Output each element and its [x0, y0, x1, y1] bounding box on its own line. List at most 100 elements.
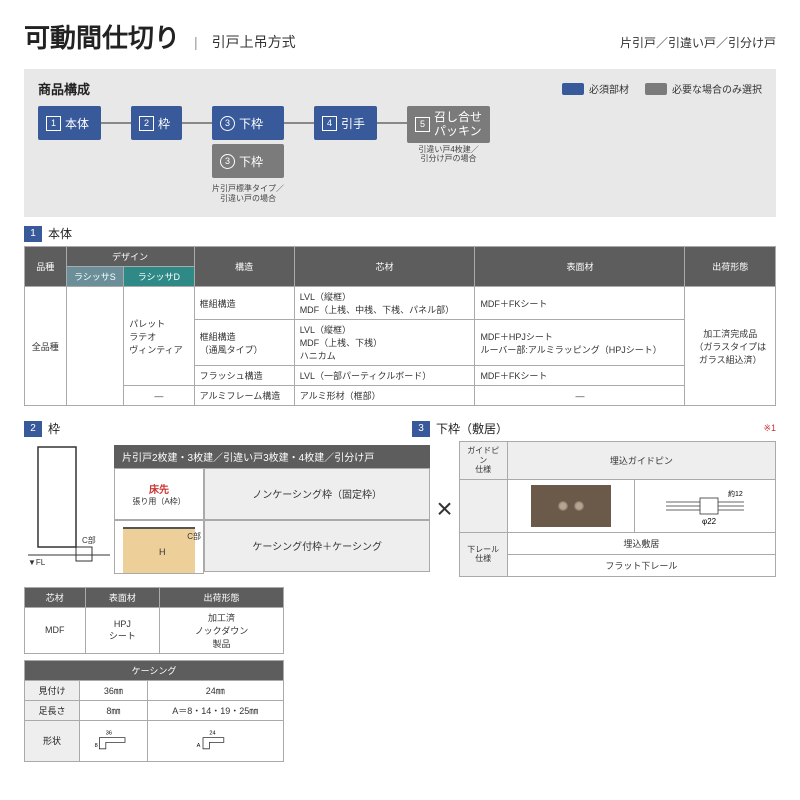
config-head: 片引戸2枚建・3枚建／引違い戸3枚建・4枚建／引分け戸: [114, 445, 430, 468]
guide-table: ガイドピン 仕様 埋込ガイドピン φ22 約12 下レール 仕様 埋込敷: [459, 441, 776, 577]
config-side-label: 床先 張り用（A枠）: [114, 468, 204, 520]
section-badge-1: 1: [24, 226, 42, 242]
guide-img-cell: [507, 479, 634, 532]
th-struct: 構造: [194, 247, 294, 287]
td-s2: 框組構造 （通風タイプ）: [194, 320, 294, 366]
config-block: 片引戸2枚建・3枚建／引違い戸3枚建・4枚建／引分け戸 床先 張り用（A枠） ノ…: [114, 445, 430, 574]
node-num: 4: [322, 116, 337, 131]
connector: [101, 122, 131, 124]
td-s1: 框組構造: [194, 287, 294, 320]
note-1: ※1: [763, 423, 776, 434]
td-s3: フラッシュ構造: [194, 366, 294, 386]
node-3b-caption: 片引戸標準タイプ／ 引違い戸の場合: [212, 184, 284, 203]
connector: [377, 122, 407, 124]
node-num: 3: [220, 116, 235, 131]
legend-required: 必須部材: [589, 81, 629, 96]
casing-r2a: 足長さ: [25, 700, 80, 720]
svg-text:A: A: [197, 743, 201, 749]
th-ship: 出荷形態: [685, 247, 776, 287]
node-label: 本体: [65, 115, 89, 132]
node-num: 5: [415, 117, 430, 132]
td-ld: パレット ラテオ ヴィンティア: [124, 287, 194, 386]
casing-r1c: 24㎜: [147, 680, 283, 700]
legend: 必須部材 必要な場合のみ選択: [562, 81, 762, 96]
guide-side-2: 下レール 仕様: [459, 532, 507, 576]
node-label: 枠: [158, 115, 170, 132]
swatch-optional: [645, 83, 667, 95]
casing-shape-1: 36 8: [80, 720, 147, 761]
mat-h3: 出荷形態: [160, 587, 284, 607]
composition-panel: 商品構成 必須部材 必要な場合のみ選択 1 本体 2 枠 3 下枠: [24, 69, 776, 217]
config-side-img: C部 H: [114, 520, 204, 574]
td-ls: [66, 287, 124, 406]
td-c4: アルミ形材（框部）: [294, 386, 475, 406]
page-subtitle: 引戸上吊方式: [212, 32, 296, 52]
th-surface: 表面材: [475, 247, 685, 287]
th-ls: ラシッサS: [66, 267, 124, 287]
svg-text:8: 8: [95, 743, 98, 749]
svg-text:約12: 約12: [728, 489, 743, 498]
section-badge-2: 2: [24, 421, 42, 437]
td-f3: MDF＋FKシート: [475, 366, 685, 386]
node-num: 3: [220, 154, 235, 169]
swatch-required: [562, 83, 584, 95]
th-core: 芯材: [294, 247, 475, 287]
guide-r2b: フラット下レール: [507, 554, 775, 576]
door-diagram: ▼FL C部: [24, 443, 114, 576]
node-5-caption: 引違い戸4枚建／ 引分け戸の場合: [407, 145, 490, 164]
td-f2: MDF＋HPJシート ルーバー部:アルミラッピング（HPJシート）: [475, 320, 685, 366]
body-table: 品種 デザイン 構造 芯材 表面材 出荷形態 ラシッサS ラシッサD 全品種 パ…: [24, 246, 776, 406]
material-table: 芯材 表面材 出荷形態 MDF HPJ シート 加工済 ノックダウン 製品: [24, 587, 284, 654]
node-3a: 3 下枠: [212, 106, 284, 140]
connector: [284, 122, 314, 124]
mat-c2: HPJ シート: [85, 607, 160, 653]
node-label: 引手: [341, 115, 365, 132]
node-num: 1: [46, 116, 61, 131]
flow: 1 本体 2 枠 3 下枠 3 下枠 片引戸標準タイプ／ 引違い戸の: [38, 106, 762, 203]
node-4: 4 引手: [314, 106, 377, 140]
casing-shape-label: 形状: [25, 720, 80, 761]
svg-text:▼FL: ▼FL: [28, 558, 46, 567]
guide-side-1b: [459, 479, 507, 532]
casing-shape-2: 24 A: [147, 720, 283, 761]
section-badge-3: 3: [412, 421, 430, 437]
node-num: 2: [139, 116, 154, 131]
mat-h1: 芯材: [25, 587, 86, 607]
casing-r1a: 見付け: [25, 680, 80, 700]
node-3b: 3 下枠: [212, 144, 284, 178]
td-f1: MDF＋FKシート: [475, 287, 685, 320]
svg-text:24: 24: [210, 730, 216, 736]
node-label: 下枠: [239, 153, 263, 170]
guide-side-1: ガイドピン 仕様: [459, 442, 507, 480]
section-title-3: 下枠（敷居）: [436, 420, 508, 437]
th-ld: ラシッサD: [124, 267, 194, 287]
casing-r2c: A＝8・14・19・25㎜: [147, 700, 283, 720]
config-main-1: ノンケーシング枠（固定枠）: [204, 468, 430, 520]
td-ld-dash: —: [124, 386, 194, 406]
section-title-2: 枠: [48, 420, 60, 437]
td-s4: アルミフレーム構造: [194, 386, 294, 406]
td-c3: LVL（一部パーティクルボード）: [294, 366, 475, 386]
node-label: 召し合せ パッキン: [434, 110, 482, 139]
node-5: 5 召し合せ パッキン: [407, 106, 490, 143]
node-2: 2 枠: [131, 106, 182, 140]
casing-table: ケーシング 見付け 36㎜ 24㎜ 足長さ 8㎜ A＝8・14・19・25㎜ 形…: [24, 660, 284, 762]
page-title: 可動間仕切り: [24, 18, 180, 55]
casing-r1b: 36㎜: [80, 680, 147, 700]
node-1: 1 本体: [38, 106, 101, 140]
td-c2: LVL（縦框） MDF（上桟、下桟） ハニカム: [294, 320, 475, 366]
config-main-2: ケーシング付枠＋ケーシング: [204, 520, 430, 572]
guide-r2a: 埋込敷居: [507, 532, 775, 554]
section-title-1: 本体: [48, 225, 72, 242]
td-c1: LVL（縦框） MDF（上桟、中桟、下桟、パネル部）: [294, 287, 475, 320]
mat-h2: 表面材: [85, 587, 160, 607]
guide-dim-cell: φ22 約12: [635, 479, 776, 532]
th-kind: 品種: [25, 247, 67, 287]
connector: [182, 122, 212, 124]
legend-optional: 必要な場合のみ選択: [672, 81, 762, 96]
casing-r2b: 8㎜: [80, 700, 147, 720]
divider: |: [194, 34, 198, 50]
td-kind: 全品種: [25, 287, 67, 406]
svg-text:36: 36: [106, 730, 112, 736]
panel-title: 商品構成: [38, 79, 90, 98]
